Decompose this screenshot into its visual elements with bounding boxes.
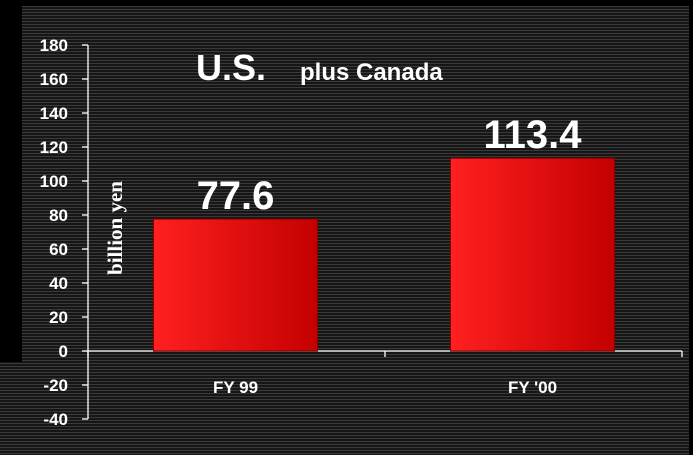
bar-value-label: 77.6 — [197, 174, 275, 218]
data-labels: 77.6 FY 99 113.4 FY '00 — [197, 113, 583, 397]
y-tick-label: 40 — [49, 274, 68, 293]
bar — [450, 157, 615, 352]
y-tick-label: 80 — [49, 206, 68, 225]
y-tick-label: 180 — [40, 36, 68, 55]
x-category-label: FY '00 — [508, 378, 557, 397]
bar-value-label: 113.4 — [484, 113, 583, 157]
chart-title-main: U.S. — [196, 47, 266, 88]
x-category-label: FY 99 — [213, 378, 258, 397]
y-tick-label: 100 — [40, 172, 68, 191]
bar — [153, 218, 318, 352]
y-tick-label: 140 — [40, 104, 68, 123]
left-border — [0, 0, 22, 362]
right-border — [689, 0, 693, 455]
y-tick-label: 120 — [40, 138, 68, 157]
y-axis-label: billion yen — [103, 181, 127, 275]
y-tick-label: -40 — [43, 410, 68, 429]
y-tick-label: 60 — [49, 240, 68, 259]
y-tick-label: 20 — [49, 308, 68, 327]
y-tick-label: 160 — [40, 70, 68, 89]
chart-title: U.S. plus Canada — [196, 47, 443, 88]
y-tick-label: 0 — [59, 342, 68, 361]
bars — [153, 157, 615, 352]
y-tick-label: -20 — [43, 376, 68, 395]
chart-title-sub: plus Canada — [300, 59, 443, 86]
axes: 180 160 140 120 100 80 60 40 20 0 -20 -40 — [40, 36, 683, 429]
top-border — [0, 0, 693, 6]
